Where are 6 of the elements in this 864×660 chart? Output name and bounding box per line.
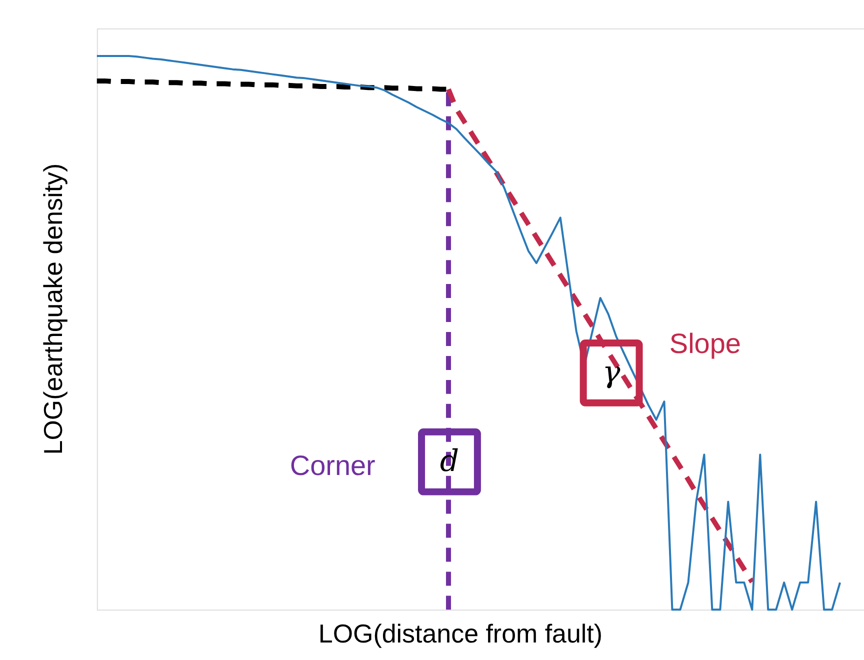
annotation: γ xyxy=(602,354,620,390)
annotation: Corner xyxy=(290,450,376,481)
x-axis-title: LOG(distance from fault) xyxy=(318,618,603,649)
annotation: Slope xyxy=(669,328,741,359)
annotation: d xyxy=(440,444,460,479)
y-axis-title: LOG(earthquake density) xyxy=(38,163,68,455)
